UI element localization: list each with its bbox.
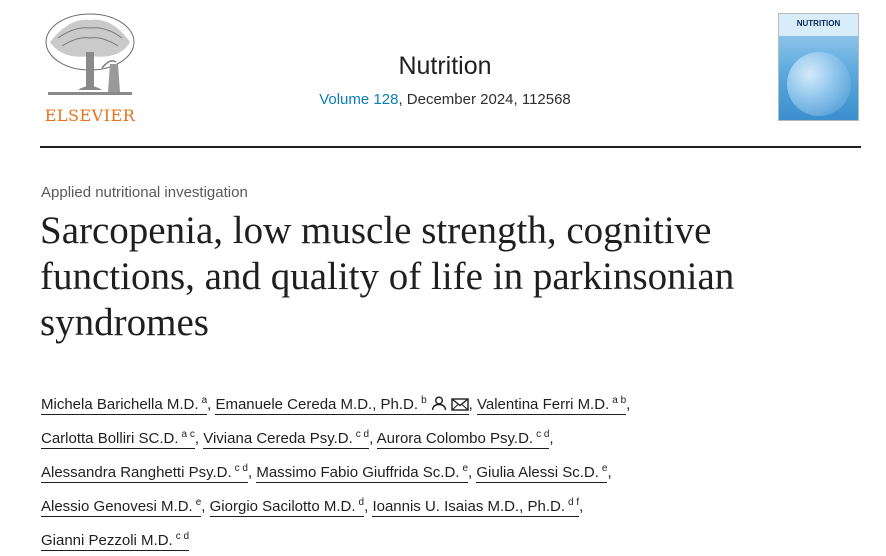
author-line: Carlotta Bolliri SC.D. a c, Viviana Cered… <box>41 420 861 454</box>
author-separator: , <box>201 498 206 515</box>
author-link[interactable]: Viviana Cereda Psy.D. c d <box>203 429 370 449</box>
author-link[interactable]: Carlotta Bolliri SC.D. a c <box>41 429 195 449</box>
author-separator: , <box>468 396 473 413</box>
cover-globe-image <box>787 52 851 116</box>
author-link[interactable]: Michela Barichella M.D. a <box>41 395 208 415</box>
cover-banner <box>779 14 858 36</box>
author-separator: , <box>468 464 473 481</box>
author-line: Michela Barichella M.D. a, Emanuele Cered… <box>41 386 861 420</box>
author-separator: , <box>607 464 612 481</box>
author-link[interactable]: Massimo Fabio Giuffrida Sc.D. e <box>256 463 469 483</box>
author-separator: , <box>579 498 584 515</box>
author-separator: , <box>194 430 200 447</box>
author-link[interactable]: Aurora Colombo Psy.D. c d <box>376 429 550 449</box>
author-separator: , <box>549 430 554 447</box>
author-separator: , <box>626 396 631 413</box>
affiliation-marker: c d <box>355 429 370 440</box>
header-divider <box>40 146 861 148</box>
affiliation-marker: b <box>421 395 427 406</box>
affiliation-marker: a c <box>181 429 195 440</box>
author-name: Gianni Pezzoli M.D. <box>41 532 173 549</box>
author-name: Michela Barichella M.D. <box>41 396 199 413</box>
author-link[interactable]: Valentina Ferri M.D. a b <box>476 395 627 415</box>
author-separator: , <box>364 498 369 515</box>
affiliation-marker: e <box>195 497 202 508</box>
author-name: Viviana Cereda Psy.D. <box>203 430 353 447</box>
author-name: Alessio Genovesi M.D. <box>41 498 193 515</box>
affiliation-marker: c d <box>234 463 248 474</box>
author-separator: , <box>207 396 212 413</box>
author-link[interactable]: Alessio Genovesi M.D. e <box>41 497 202 517</box>
author-list: Michela Barichella M.D. a, Emanuele Cered… <box>41 386 861 556</box>
person-icon <box>431 396 446 411</box>
journal-cover-thumbnail[interactable]: NUTRITION <box>778 13 859 121</box>
author-name: Valentina Ferri M.D. <box>476 396 610 413</box>
elsevier-wordmark: ELSEVIER <box>44 106 136 125</box>
author-link[interactable]: Emanuele Cereda M.D., Ph.D. b <box>215 395 469 415</box>
author-name: Aurora Colombo Psy.D. <box>376 430 534 447</box>
issue-details: , December 2024, 112568 <box>398 91 571 108</box>
affiliation-marker: e <box>462 463 469 474</box>
issue-line: Volume 128, December 2024, 112568 <box>250 91 640 108</box>
affiliation-marker: e <box>601 463 608 474</box>
author-separator: , <box>369 430 374 447</box>
article-section-label: Applied nutritional investigation <box>41 184 248 201</box>
author-line: Alessio Genovesi M.D. e, Giorgio Sacilott… <box>41 488 861 522</box>
author-name: Alessandra Ranghetti Psy.D. <box>41 464 232 481</box>
author-name: Ioannis U. Isaias M.D., Ph.D. <box>372 498 566 515</box>
affiliation-marker: a b <box>612 395 627 406</box>
cover-title: NUTRITION <box>796 19 841 28</box>
volume-link[interactable]: Volume 128 <box>319 91 399 108</box>
affiliation-marker: d f <box>568 497 580 508</box>
affiliation-marker: c d <box>536 429 550 440</box>
author-link[interactable]: Giorgio Sacilotto M.D. d <box>209 497 365 517</box>
author-name: Giorgio Sacilotto M.D. <box>209 498 356 515</box>
author-line: Alessandra Ranghetti Psy.D. c d, Massimo … <box>41 454 861 488</box>
author-link[interactable]: Gianni Pezzoli M.D. c d <box>41 531 190 551</box>
journal-title[interactable]: Nutrition <box>398 52 492 80</box>
affiliation-marker: a <box>201 395 208 406</box>
elsevier-logo[interactable]: ELSEVIER <box>40 12 140 125</box>
article-header: ELSEVIER Nutrition Volume 128, December … <box>0 0 886 148</box>
author-separator: , <box>248 464 253 481</box>
affiliation-marker: c d <box>175 531 190 542</box>
elsevier-tree-icon <box>45 13 135 95</box>
author-link[interactable]: Giulia Alessi Sc.D. e <box>476 463 608 483</box>
affiliation-marker: d <box>358 497 365 508</box>
author-name: Giulia Alessi Sc.D. <box>476 464 599 481</box>
author-name: Carlotta Bolliri SC.D. <box>41 430 179 447</box>
author-name: Massimo Fabio Giuffrida Sc.D. <box>256 464 460 481</box>
author-name: Emanuele Cereda M.D., Ph.D. <box>215 396 419 413</box>
author-link[interactable]: Ioannis U. Isaias M.D., Ph.D. d f <box>372 497 580 517</box>
author-link[interactable]: Alessandra Ranghetti Psy.D. c d <box>41 463 248 483</box>
article-title: Sarcopenia, low muscle strength, cogniti… <box>40 209 735 344</box>
author-line: Gianni Pezzoli M.D. c d <box>41 522 861 556</box>
envelope-icon <box>450 398 469 411</box>
